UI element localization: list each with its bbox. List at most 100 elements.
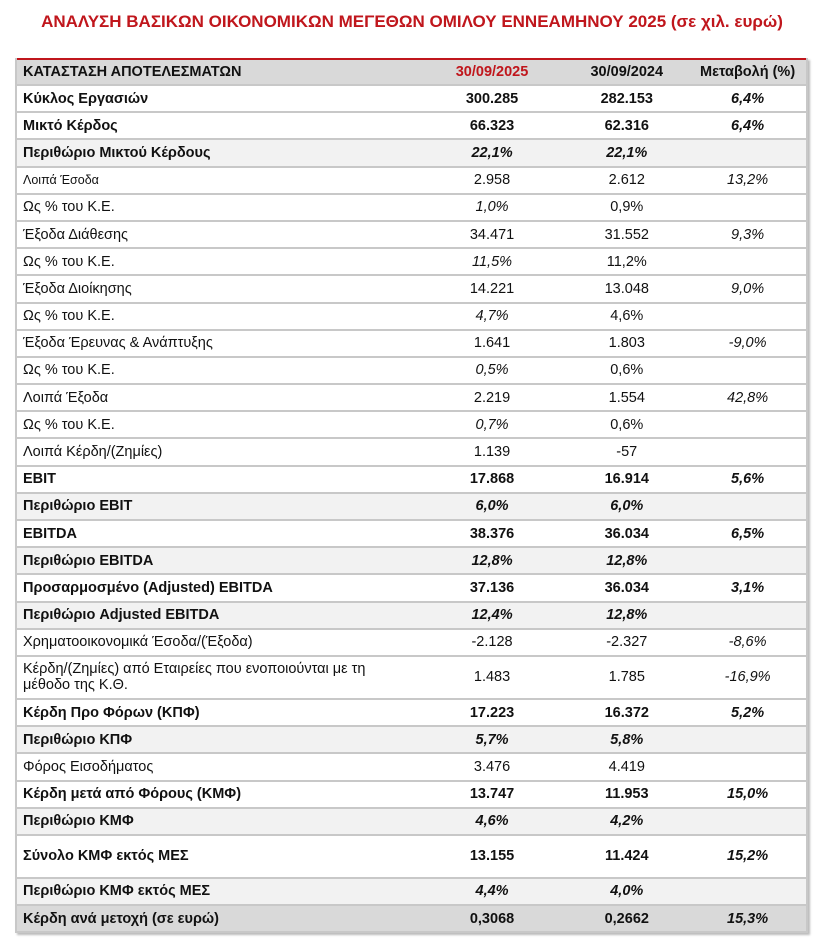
row-label: Λοιπά Κέρδη/(Ζημίες): [15, 438, 420, 467]
table-row: Έξοδα Διοίκησης 14.221 13.048 9,0%: [15, 275, 808, 304]
row-label: Κέρδη/(Ζημίες) από Εταιρείες που ενοποιο…: [15, 655, 420, 700]
table-row: Περιθώριο Adjusted EBITDA 12,4% 12,8%: [15, 601, 808, 630]
value-change: 6,4%: [689, 112, 808, 141]
row-label: Περιθώριο Adjusted EBITDA: [15, 601, 420, 630]
table-row: Περιθώριο EBITDA 12,8% 12,8%: [15, 547, 808, 576]
value-2024: 62.316: [564, 112, 690, 141]
value-2024: 13.048: [564, 275, 690, 304]
value-2024: 1.554: [564, 384, 690, 413]
value-2024: 16.914: [564, 465, 690, 494]
value-2025: 17.223: [419, 698, 565, 728]
value-change: 9,0%: [689, 275, 808, 304]
table-row: Φόρος Εισοδήματος 3.476 4.419: [15, 753, 808, 782]
table-row: Μικτό Κέρδος 66.323 62.316 6,4%: [15, 112, 808, 141]
value-2025: 1,0%: [419, 193, 565, 222]
value-change: 5,6%: [689, 465, 808, 494]
value-2025: 5,7%: [419, 726, 565, 755]
value-change: 15,3%: [689, 905, 808, 934]
value-2024: 12,8%: [564, 601, 690, 630]
value-2024: 11.424: [564, 834, 690, 879]
row-label: Ως % του Κ.Ε.: [15, 356, 420, 386]
row-label: Περιθώριο ΚΜΦ εκτός ΜΕΣ: [15, 877, 420, 907]
row-label: EBITDA: [15, 520, 420, 549]
value-2024: 5,8%: [564, 726, 690, 755]
value-change: [689, 807, 808, 836]
row-label: Περιθώριο ΚΜΦ: [15, 807, 420, 836]
table-row: Λοιπά Έξοδα 2.219 1.554 42,8%: [15, 384, 808, 413]
table-row: Ως % του Κ.Ε. 11,5% 11,2%: [15, 248, 808, 277]
value-2025: 13.155: [419, 834, 565, 879]
table-row: Περιθώριο ΚΜΦ εκτός ΜΕΣ 4,4% 4,0%: [15, 877, 808, 907]
row-label: Περιθώριο Μικτού Κέρδους: [15, 139, 420, 168]
value-2025: 38.376: [419, 520, 565, 549]
value-2024: 31.552: [564, 220, 690, 250]
value-2025: 11,5%: [419, 248, 565, 277]
value-change: [689, 601, 808, 630]
value-change: [689, 753, 808, 782]
table-row: Λοιπά Έσοδα 2.958 2.612 13,2%: [15, 166, 808, 195]
row-label: Περιθώριο ΚΠΦ: [15, 726, 420, 755]
value-2025: 4,6%: [419, 807, 565, 836]
header-2024: 30/09/2024: [564, 59, 690, 86]
value-change: -8,6%: [689, 628, 808, 657]
value-2024: 16.372: [564, 698, 690, 728]
value-2025: 300.285: [419, 85, 565, 114]
value-change: 15,2%: [689, 834, 808, 879]
table-row: EBITDA 38.376 36.034 6,5%: [15, 520, 808, 549]
value-2025: 17.868: [419, 465, 565, 494]
value-2025: 1.139: [419, 438, 565, 467]
value-change: [689, 877, 808, 907]
value-2024: -2.327: [564, 628, 690, 657]
row-label: Μικτό Κέρδος: [15, 112, 420, 141]
table-row: Κύκλος Εργασιών 300.285 282.153 6,4%: [15, 85, 808, 114]
value-change: [689, 193, 808, 222]
row-label: Κέρδη μετά από Φόρους (ΚΜΦ): [15, 780, 420, 809]
row-label: Κέρδη Προ Φόρων (ΚΠΦ): [15, 698, 420, 728]
value-2025: 0,5%: [419, 356, 565, 386]
value-2024: 1.803: [564, 329, 690, 358]
table-row: Περιθώριο ΚΜΦ 4,6% 4,2%: [15, 807, 808, 836]
value-2025: 2.219: [419, 384, 565, 413]
value-change: [689, 547, 808, 576]
value-2024: 4,2%: [564, 807, 690, 836]
table-row: Έξοδα Διάθεσης 34.471 31.552 9,3%: [15, 220, 808, 250]
row-label: Ως % του Κ.Ε.: [15, 248, 420, 277]
value-2025: 4,7%: [419, 302, 565, 331]
value-2024: 1.785: [564, 655, 690, 700]
value-2025: 12,8%: [419, 547, 565, 576]
value-change: 13,2%: [689, 166, 808, 195]
value-2025: 6,0%: [419, 492, 565, 522]
table-row: Προσαρμοσμένο (Adjusted) EBITDA 37.136 36.…: [15, 574, 808, 603]
value-change: [689, 356, 808, 386]
header-statement: ΚΑΤΑΣΤΑΣΗ ΑΠΟΤΕΛΕΣΜΑΤΩΝ: [15, 59, 420, 86]
row-label: Ως % του Κ.Ε.: [15, 193, 420, 222]
value-2024: -57: [564, 438, 690, 467]
table-row: Ως % του Κ.Ε. 4,7% 4,6%: [15, 302, 808, 331]
table-row: Κέρδη/(Ζημίες) από Εταιρείες που ενοποιο…: [15, 655, 808, 700]
value-2024: 2.612: [564, 166, 690, 195]
table-row: Περιθώριο EBIT 6,0% 6,0%: [15, 492, 808, 522]
value-2025: 37.136: [419, 574, 565, 603]
value-change: [689, 302, 808, 331]
table-row: Χρηματοοικονομικά Έσοδα/(Έξοδα) -2.128 -2.…: [15, 628, 808, 657]
row-label: EBIT: [15, 465, 420, 494]
value-change: 9,3%: [689, 220, 808, 250]
table-row: Περιθώριο ΚΠΦ 5,7% 5,8%: [15, 726, 808, 755]
page-title: ΑΝΑΛΥΣΗ ΒΑΣΙΚΩΝ ΟΙΚΟΝΟΜΙΚΩΝ ΜΕΓΕΘΩΝ ΟΜΙΛ…: [41, 12, 783, 31]
value-2025: 0,7%: [419, 411, 565, 440]
row-label: Κέρδη ανά μετοχή (σε ευρώ): [15, 905, 420, 934]
value-2024: 0,9%: [564, 193, 690, 222]
value-2025: 1.483: [419, 655, 565, 700]
row-label: Έξοδα Έρευνας & Ανάπτυξης: [15, 329, 420, 358]
value-change: 6,4%: [689, 85, 808, 114]
header-2025: 30/09/2025: [419, 59, 565, 86]
value-2025: 2.958: [419, 166, 565, 195]
row-label: Προσαρμοσμένο (Adjusted) EBITDA: [15, 574, 420, 603]
value-2025: 3.476: [419, 753, 565, 782]
value-2025: 66.323: [419, 112, 565, 141]
value-change: 3,1%: [689, 574, 808, 603]
row-label: Χρηματοοικονομικά Έσοδα/(Έξοδα): [15, 628, 420, 657]
table-row: Κέρδη μετά από Φόρους (ΚΜΦ) 13.747 11.953 1…: [15, 780, 808, 809]
table-row: Ως % του Κ.Ε. 0,5% 0,6%: [15, 356, 808, 386]
value-change: [689, 492, 808, 522]
